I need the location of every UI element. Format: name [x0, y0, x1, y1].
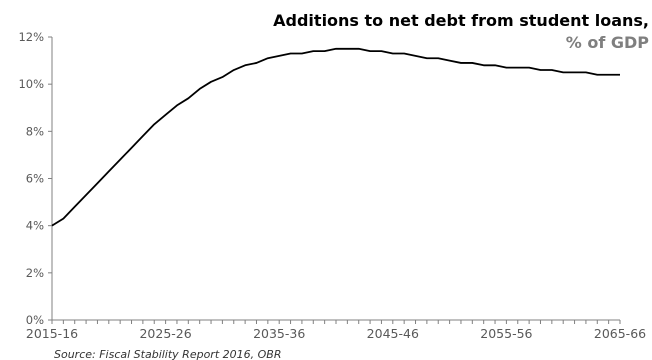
- y-axis-ticks: 0% 2% 4% 6% 8% 10% 12%: [18, 30, 52, 327]
- y-tick-label: 4%: [26, 219, 44, 233]
- x-tick-label: 2025-26: [139, 326, 191, 341]
- chart-subtitle: % of GDP: [566, 33, 650, 52]
- x-axis-ticks: 2015-16 2025-26 2035-36 2045-46 2055-56 2065-…: [26, 320, 646, 341]
- series-line-0: [51, 47, 620, 227]
- y-tick-label: 10%: [18, 77, 44, 91]
- x-tick-label: 2065-66: [594, 326, 646, 341]
- y-tick-label: 12%: [18, 30, 44, 44]
- x-tick-label: 2045-46: [367, 326, 419, 341]
- series-layer: [51, 47, 620, 227]
- x-tick-label: 2035-36: [253, 326, 305, 341]
- x-tick-label: 2055-56: [480, 326, 532, 341]
- x-tick-label: 2015-16: [26, 326, 78, 341]
- y-tick-label: 2%: [26, 266, 44, 280]
- source-note: Source: Fiscal Stability Report 2016, OB…: [54, 348, 281, 360]
- y-tick-label: 8%: [26, 124, 44, 138]
- y-tick-label: 6%: [26, 172, 44, 186]
- y-tick-label: 0%: [26, 313, 44, 327]
- chart-title: Additions to net debt from student loans…: [273, 11, 649, 30]
